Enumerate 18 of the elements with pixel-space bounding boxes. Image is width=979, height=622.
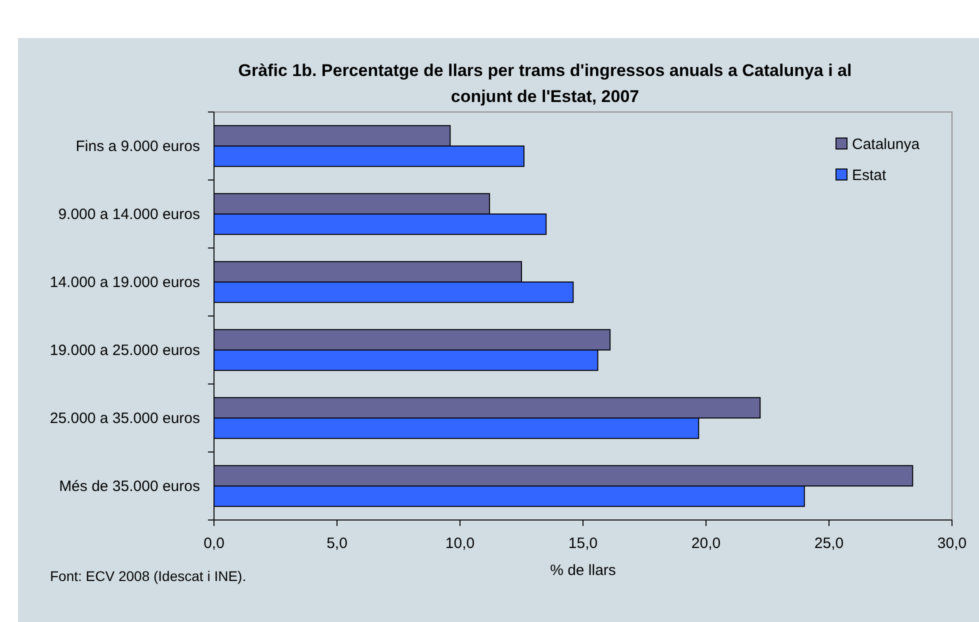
x-axis-title: % de llars [550,562,616,579]
x-tick-label: 25,0 [814,535,844,552]
legend-label: Catalunya [852,136,920,153]
x-tick-label: 15,0 [568,535,598,552]
legend-label: Estat [852,167,888,184]
y-tick-label: 25.000 a 35.000 euros [50,410,200,427]
x-tick-label: 0,0 [204,535,224,552]
y-tick-label: Més de 35.000 euros [59,478,200,495]
x-tick-label: 10,0 [445,535,475,552]
x-tick-label: 30,0 [937,535,967,552]
y-tick-label: 19.000 a 25.000 euros [50,342,200,359]
y-tick-label: 9.000 a 14.000 euros [58,206,200,223]
x-tick-label: 5,0 [326,535,348,552]
x-tick-label: 20,0 [691,535,721,552]
y-tick-label: 14.000 a 19.000 euros [50,274,200,291]
y-tick-label: Fins a 9.000 euros [76,138,200,155]
chart-title: Gràfic 1b. Percentatge de llars per trams d'ingressos anuals a Catalunya i al conjunt de l'Estat, 2007 [238,61,852,106]
text: Font: ECV 2008 (Idescat i INE). [50,568,246,584]
